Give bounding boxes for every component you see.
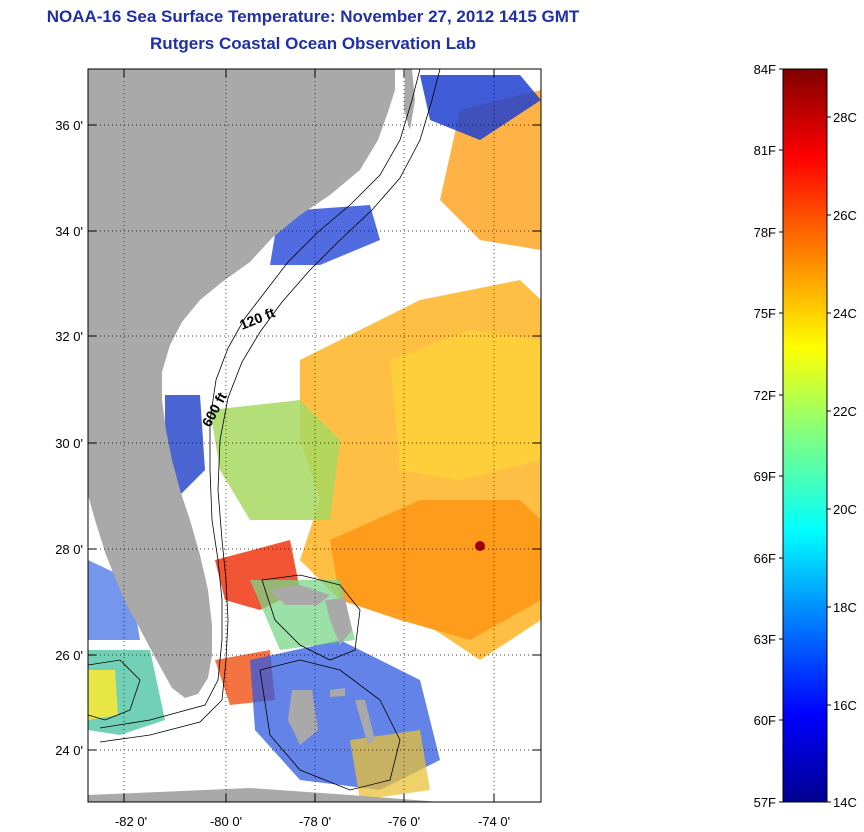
cb-f-57: 57F — [754, 795, 776, 810]
cb-f-69: 69F — [754, 469, 776, 484]
cb-c-20: 20C — [833, 502, 857, 517]
land-outer-banks — [404, 69, 415, 130]
cb-c-18: 18C — [833, 600, 857, 615]
map-ticks — [88, 69, 541, 802]
bahamas-bank-contour — [261, 574, 361, 661]
land-cuba — [88, 788, 440, 802]
longitude-labels: -82 0' -80 0' -78 0' -76 0' -74 0' — [115, 814, 510, 829]
lat-label-30: 30 0' — [55, 436, 83, 451]
isobath-600ft-line — [99, 69, 441, 743]
sst-south-yellow-patch — [350, 730, 430, 800]
colorbar-fahrenheit-labels: 84F 81F 78F 75F 72F 69F 66F 63F 60F 57F — [754, 62, 776, 810]
cb-c-16: 16C — [833, 698, 857, 713]
colorbar-celsius-labels: 28C 26C 24C 22C 20C 18C 16C 14C — [833, 110, 857, 810]
land-new-providence — [330, 688, 345, 697]
lon-label-76: -76 0' — [388, 814, 420, 829]
lat-label-24: 24 0' — [55, 743, 83, 758]
cb-f-63: 63F — [754, 632, 776, 647]
lat-label-32: 32 0' — [55, 329, 83, 344]
colorbar-ticks — [779, 68, 831, 803]
land-eleuthera — [355, 700, 375, 745]
sst-cold-georgia-patch — [165, 395, 205, 495]
sst-keys-yellow-patch — [88, 670, 118, 720]
cb-f-75: 75F — [754, 306, 776, 321]
sst-cold-northeast-patch — [420, 75, 541, 140]
lat-label-26: 26 0' — [55, 648, 83, 663]
land-abaco — [325, 598, 352, 645]
cb-c-14: 14C — [833, 795, 857, 810]
cb-c-26: 26C — [833, 208, 857, 223]
cb-f-81: 81F — [754, 143, 776, 158]
cb-f-78: 78F — [754, 225, 776, 240]
sst-orange-core-patch — [330, 500, 541, 640]
land-mainland — [88, 69, 395, 698]
sst-cold-carolina-patch — [270, 205, 380, 265]
sst-hot-spot — [475, 541, 485, 551]
cb-f-72: 72F — [754, 388, 776, 403]
cb-f-66: 66F — [754, 551, 776, 566]
colorbar — [782, 68, 828, 803]
bahamas-bank-contour-south — [259, 659, 401, 791]
land-andros — [288, 690, 318, 745]
lat-label-34: 34 0' — [55, 224, 83, 239]
cb-c-28: 28C — [833, 110, 857, 125]
sst-cyan-patch — [250, 580, 355, 650]
sst-green-midshelf-patch — [210, 400, 340, 520]
lat-label-36: 36 0' — [55, 118, 83, 133]
lon-label-80: -80 0' — [210, 814, 242, 829]
map-subtitle: Rutgers Coastal Ocean Observation Lab — [150, 34, 476, 53]
cb-c-22: 22C — [833, 404, 857, 419]
sst-yellow-patch — [390, 330, 541, 480]
map-title: NOAA-16 Sea Surface Temperature: Novembe… — [46, 7, 580, 26]
isobath-120ft-line — [99, 69, 421, 729]
cb-f-84: 84F — [754, 62, 776, 77]
cb-f-60: 60F — [754, 713, 776, 728]
latitude-labels: 36 0' 34 0' 32 0' 30 0' 28 0' 26 0' 24 0… — [55, 118, 83, 758]
keys-contour — [88, 659, 141, 721]
lon-label-82: -82 0' — [115, 814, 147, 829]
sst-data-layer — [88, 75, 541, 800]
lon-label-78: -78 0' — [299, 814, 331, 829]
cb-c-24: 24C — [833, 306, 857, 321]
lat-label-28: 28 0' — [55, 542, 83, 557]
lon-label-74: -74 0' — [478, 814, 510, 829]
